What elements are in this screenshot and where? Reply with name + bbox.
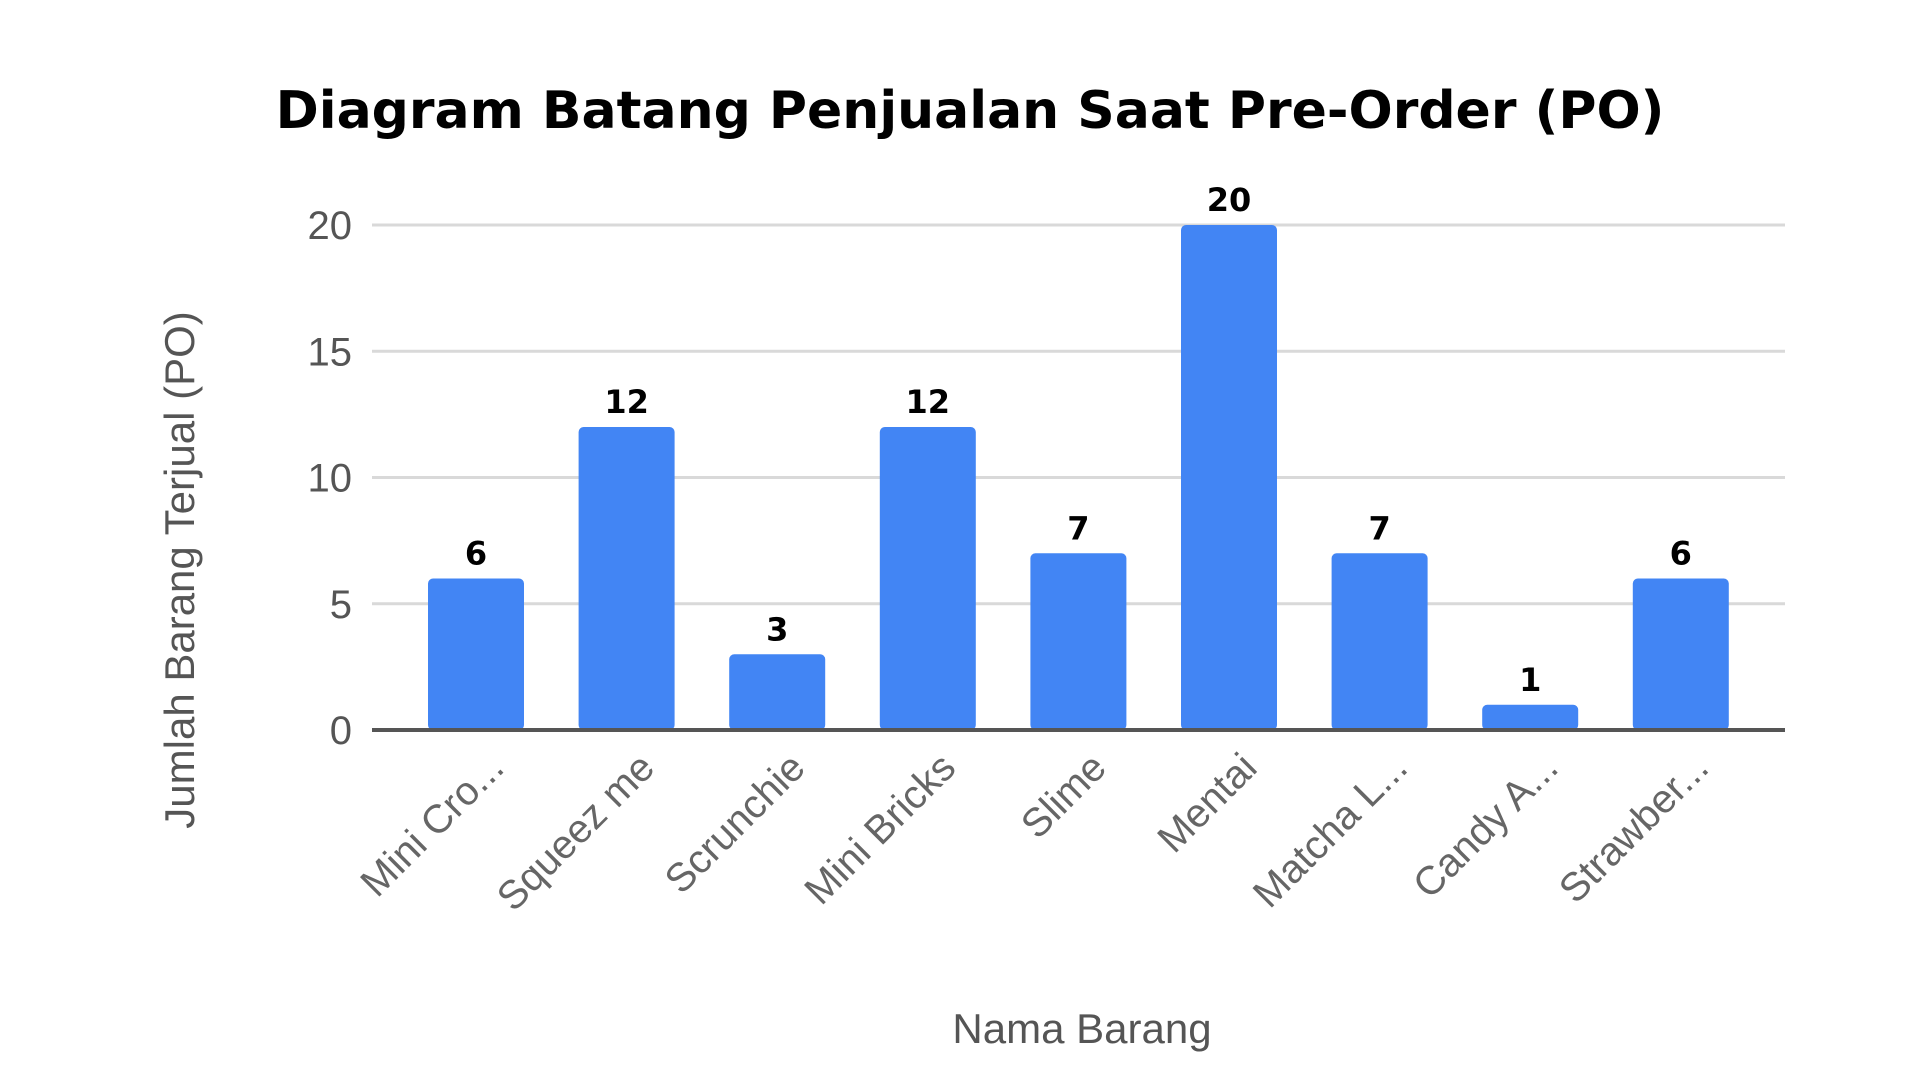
y-axis-title: Jumlah Barang Terjual (PO) <box>156 311 203 828</box>
x-category-label: Matcha L... <box>1245 745 1416 916</box>
x-category-label: Mentai <box>1149 745 1265 861</box>
bar-value-label: 12 <box>906 383 951 421</box>
bar-value-label: 20 <box>1207 181 1252 219</box>
bar-value-label: 3 <box>766 610 788 648</box>
bar <box>1331 553 1428 730</box>
x-axis-title: Nama Barang <box>952 1005 1211 1052</box>
y-tick-label: 0 <box>330 709 352 753</box>
bar-value-label: 7 <box>1067 509 1089 547</box>
y-axis-ticks: 0 5 10 15 20 <box>308 204 353 753</box>
bar <box>1482 704 1579 730</box>
x-category-label: Mini Cro... <box>352 745 512 905</box>
bar-value-label: 1 <box>1519 661 1541 699</box>
y-tick-label: 15 <box>308 330 353 374</box>
x-category-label: Candy A... <box>1405 745 1567 907</box>
y-tick-label: 5 <box>330 583 352 627</box>
x-category-label: Mini Bricks <box>796 745 964 913</box>
bar-value-label: 7 <box>1368 509 1390 547</box>
bars <box>428 225 1729 730</box>
y-tick-label: 10 <box>308 457 353 501</box>
y-tick-label: 20 <box>308 204 353 248</box>
bar-value-label: 6 <box>465 535 487 573</box>
chart-title: Diagram Batang Penjualan Saat Pre-Order … <box>276 81 1665 141</box>
bar <box>729 654 826 730</box>
bar <box>578 427 675 730</box>
bar-value-label: 6 <box>1670 535 1692 573</box>
x-category-label: Squeez me <box>489 745 663 919</box>
bar <box>879 427 976 730</box>
bar <box>1632 578 1729 730</box>
bar <box>428 578 524 730</box>
x-category-label: Strawber... <box>1551 745 1717 911</box>
x-category-label: Slime <box>1013 745 1115 847</box>
data-labels: 6 12 3 12 7 20 7 1 6 <box>465 181 1692 699</box>
bar <box>1181 225 1277 730</box>
bar <box>1030 553 1127 730</box>
x-category-label: Scrunchie <box>657 745 814 902</box>
bar-value-label: 12 <box>604 383 649 421</box>
